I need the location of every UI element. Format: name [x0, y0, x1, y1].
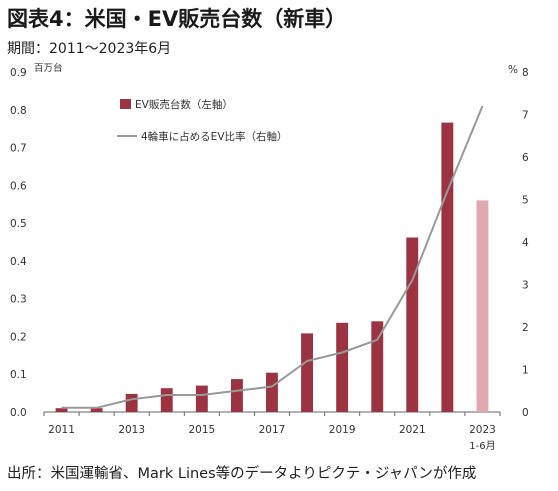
x-tick-label: 2017 — [259, 424, 286, 436]
bar — [195, 385, 208, 412]
x-tick-label: 2011 — [48, 424, 75, 436]
x-tick-label: 2021 — [399, 424, 426, 436]
source-note: 出所：米国運輸省、Mark Lines等のデータよりピクテ・ジャパンが作成 — [7, 466, 477, 482]
chart-title: 図表4：米国・EV販売台数（新車） — [7, 7, 347, 31]
bar — [55, 408, 68, 412]
chart-period: 期間：2011～2023年6月 — [7, 41, 172, 57]
bar-series — [55, 122, 489, 412]
bar — [441, 122, 454, 412]
legend-bar-swatch — [120, 99, 131, 109]
bar — [231, 379, 243, 412]
legend-bar-label: EV販売台数（左軸） — [135, 98, 233, 111]
bar — [90, 408, 103, 412]
left-tick-label: 0.6 — [10, 180, 27, 192]
bar — [476, 200, 489, 412]
left-tick-label: 0.0 — [10, 407, 27, 419]
right-tick-label: 0 — [522, 407, 529, 419]
right-tick-label: 4 — [522, 237, 529, 249]
bar — [125, 393, 138, 412]
x-tick-sublabel: 1-6月 — [469, 440, 495, 452]
x-tick-label: 2013 — [118, 424, 145, 436]
left-tick-label: 0.8 — [10, 105, 27, 117]
x-tick-label: 2015 — [188, 424, 215, 436]
left-tick-label: 0.4 — [10, 256, 27, 268]
right-axis-unit: % — [508, 64, 518, 76]
right-tick-label: 2 — [522, 322, 529, 334]
right-tick-label: 5 — [522, 195, 529, 207]
left-tick-label: 0.2 — [10, 331, 27, 343]
bar — [301, 333, 313, 412]
legend-line-label: 4輪車に占めるEV比率（右軸） — [141, 130, 288, 143]
right-tick-label: 6 — [522, 152, 529, 164]
left-tick-label: 0.5 — [10, 218, 27, 230]
left-tick-label: 0.7 — [10, 143, 27, 155]
bar — [336, 322, 349, 412]
legend: EV販売台数（左軸） 4輪車に占めるEV比率（右軸） — [117, 98, 288, 143]
left-tick-label: 0.3 — [10, 294, 27, 306]
x-tick-label: 2019 — [329, 424, 356, 436]
right-tick-label: 1 — [522, 365, 529, 377]
right-tick-label: 7 — [522, 110, 529, 122]
bar — [406, 237, 419, 412]
right-tick-label: 8 — [522, 67, 529, 79]
line-series — [61, 105, 484, 409]
left-tick-label: 0.1 — [10, 369, 27, 381]
bar — [371, 321, 384, 412]
ratio-line — [61, 105, 484, 409]
bar — [160, 388, 173, 412]
right-tick-label: 3 — [522, 280, 529, 292]
left-axis-unit: 百万台 — [34, 62, 63, 74]
bar — [266, 372, 278, 412]
left-tick-label: 0.9 — [10, 67, 27, 79]
x-tick-label: 2023 — [469, 424, 496, 436]
